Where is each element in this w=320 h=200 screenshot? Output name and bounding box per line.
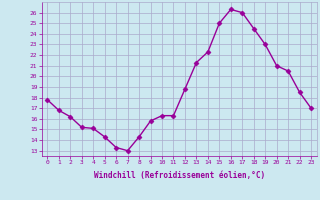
X-axis label: Windchill (Refroidissement éolien,°C): Windchill (Refroidissement éolien,°C) (94, 171, 265, 180)
